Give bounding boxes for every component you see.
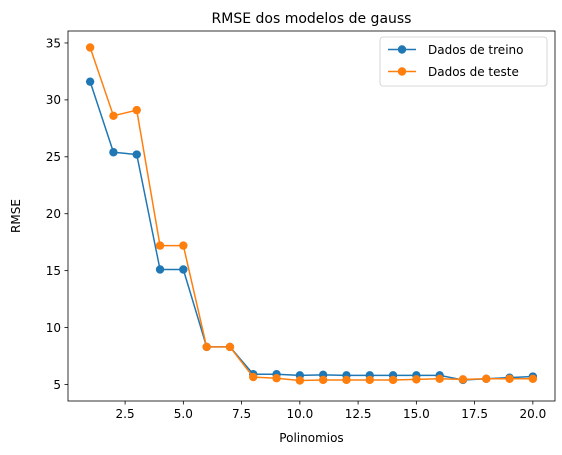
x-tick-label: 10.0 (286, 407, 313, 421)
data-point-series-2 (272, 374, 281, 383)
data-point-series-2 (458, 375, 468, 384)
data-point-series-2 (179, 241, 188, 250)
data-point-series-2 (249, 372, 258, 382)
y-tick-label: 30 (46, 93, 61, 107)
data-point-series-2 (202, 342, 211, 352)
data-point-series-2 (365, 375, 374, 385)
data-point-series-1 (109, 148, 118, 157)
data-point-series-2 (318, 375, 328, 385)
y-tick-label: 35 (46, 36, 61, 50)
legend-marker-1 (397, 45, 407, 54)
legend-marker-2 (397, 67, 407, 76)
data-point-series-2 (109, 111, 118, 121)
y-tick-label: 10 (46, 321, 61, 335)
x-axis-label: Polinomios (279, 431, 343, 445)
y-tick-label: 20 (46, 207, 61, 221)
y-tick-label: 15 (46, 264, 61, 278)
data-point-series-2 (528, 374, 538, 383)
data-point-series-2 (155, 241, 165, 250)
data-point-series-2 (342, 375, 351, 385)
data-point-series-1 (179, 265, 188, 274)
x-tick-label: 20.0 (520, 407, 547, 421)
plot-area (85, 43, 538, 385)
legend-label-2: Dados de teste (428, 65, 519, 79)
data-point-series-1 (155, 265, 165, 274)
x-tick-label: 5.0 (174, 407, 193, 421)
data-point-series-2 (295, 376, 305, 385)
y-tick-label: 25 (46, 150, 61, 164)
data-point-series-2 (482, 374, 491, 383)
legend-label-1: Dados de treino (428, 43, 523, 57)
legend: Dados de treino Dados de teste (379, 36, 548, 87)
legend-box (379, 36, 548, 87)
data-point-series-2 (225, 342, 235, 352)
chart-title: RMSE dos modelos de gauss (212, 11, 412, 27)
x-tick-label: 7.5 (232, 407, 251, 421)
y-tick-label: 5 (53, 378, 61, 392)
y-axis-label: RMSE (9, 199, 23, 233)
data-point-series-2 (505, 374, 514, 383)
data-point-series-2 (132, 105, 141, 115)
x-tick-label: 2.5 (116, 407, 135, 421)
x-tick-label: 12.5 (345, 407, 372, 421)
data-point-series-1 (85, 77, 95, 86)
data-point-series-2 (85, 43, 95, 52)
data-point-series-1 (132, 150, 141, 159)
x-tick-label: 17.5 (461, 407, 488, 421)
x-tick-label: 15.0 (403, 407, 430, 421)
axes-frame (67, 30, 556, 402)
data-point-series-2 (388, 375, 398, 385)
data-point-series-2 (412, 375, 421, 384)
data-point-series-2 (435, 374, 444, 383)
